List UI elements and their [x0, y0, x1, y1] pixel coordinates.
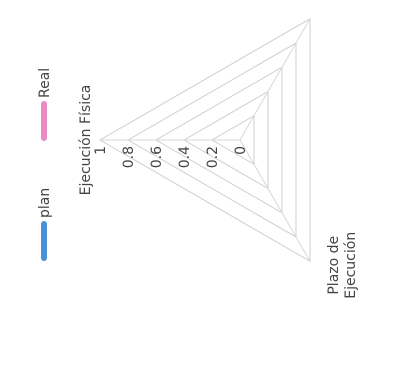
legend-item-real: Real — [37, 68, 53, 141]
radar-ring — [154, 66, 283, 214]
radar-ring — [211, 114, 255, 166]
radar-tick-labels: 0 0.2 0.4 0.6 0.8 1 — [93, 146, 249, 168]
legend-label: Real — [37, 68, 53, 98]
radar-tick-label: 0.6 — [149, 146, 165, 168]
radar-ring — [183, 90, 269, 190]
axis-label-ejecucion-fisica: Ejecución Física — [78, 85, 94, 196]
radar-tick-label: 0 — [233, 146, 249, 155]
radar-ring — [126, 42, 297, 238]
legend-label: plan — [37, 188, 53, 218]
radar-tick-label: 0.2 — [205, 146, 221, 168]
radar-spokes — [100, 18, 311, 262]
radar-tick-label: 0.4 — [177, 146, 193, 168]
chart-legend: plan Real — [37, 68, 53, 261]
radar-grid — [99, 17, 311, 263]
radar-tick-label: 1 — [93, 146, 109, 155]
radar-tick-label: 0.8 — [121, 146, 137, 168]
axis-label-plazo-de-ejecucion: Plazo deEjecución — [326, 232, 359, 299]
legend-item-plan: plan — [37, 188, 53, 261]
radar-spoke — [239, 18, 311, 141]
radar-axis-labels: Ejecución Física Plazo deEjecución — [78, 85, 359, 299]
radar-spoke — [239, 139, 311, 262]
radar-ring — [99, 17, 311, 263]
